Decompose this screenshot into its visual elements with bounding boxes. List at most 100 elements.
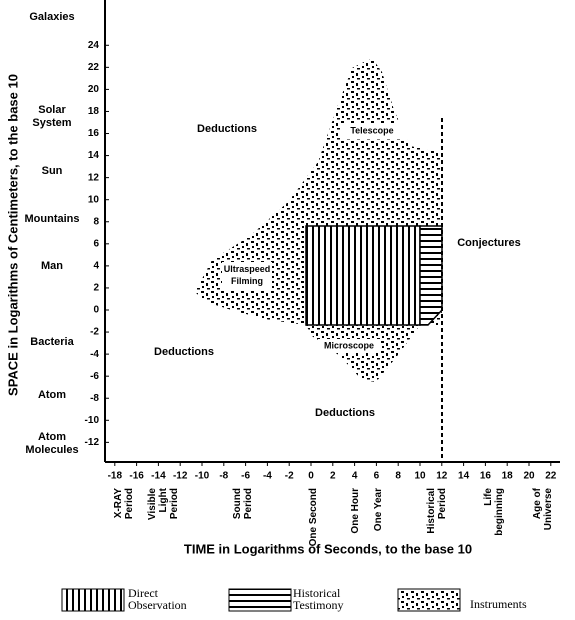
period-label: One Second — [308, 488, 319, 546]
y-tick-label: 2 — [93, 283, 99, 294]
y-tick-label: 0 — [93, 305, 99, 316]
region-label: Ultraspeed Filming — [224, 264, 271, 286]
scale-label: Galaxies — [29, 11, 74, 23]
text-line: One Year — [373, 488, 384, 531]
y-tick-label: -6 — [90, 371, 99, 382]
y-tick-label: 18 — [88, 106, 100, 117]
period-label: SoundPeriod — [232, 488, 254, 519]
period-label: One Hour — [350, 488, 361, 534]
text-line: Light — [158, 487, 169, 512]
x-tick-label: 2 — [330, 471, 336, 482]
region-label: Microscope — [324, 340, 374, 350]
text-line: Solar — [38, 104, 66, 116]
text-line: Galaxies — [29, 11, 74, 23]
x-tick-label: 12 — [436, 471, 448, 482]
y-tick-label: 12 — [88, 172, 100, 183]
text-line: Historical — [426, 488, 437, 534]
text-line: One Second — [308, 488, 319, 546]
scale-label: Atom Molecules — [25, 431, 78, 456]
text-line: Period — [243, 488, 254, 519]
x-tick-label: 10 — [414, 471, 426, 482]
scale-label: Mountains — [25, 213, 80, 225]
text-line: Period — [169, 488, 180, 519]
text-line: System — [32, 117, 71, 129]
scale-label: Atom — [38, 389, 66, 401]
legend-swatch — [228, 588, 292, 612]
text-line: One Hour — [350, 488, 361, 534]
text-line: Man — [41, 260, 63, 272]
y-tick-label: 8 — [93, 216, 99, 227]
x-tick-label: -10 — [195, 471, 210, 482]
text-line: Molecules — [25, 444, 78, 456]
y-tick-label: -12 — [85, 437, 100, 448]
text-line: Age of — [532, 487, 543, 519]
region-label: Deductions — [197, 123, 257, 135]
x-axis-label: TIME in Logarithms of Seconds, to the ba… — [184, 541, 472, 556]
instruments-region — [195, 58, 442, 382]
text-line: Historical — [293, 586, 341, 600]
text-line: Sound — [232, 488, 243, 519]
x-tick-label: -14 — [151, 471, 166, 482]
x-tick-label: 20 — [523, 471, 535, 482]
legend-label: Instruments — [470, 597, 527, 611]
y-tick-label: 14 — [88, 150, 100, 161]
y-tick-label: 4 — [93, 261, 99, 272]
text-line: beginning — [494, 488, 505, 536]
text-line: Observation — [128, 598, 187, 612]
label-bg — [318, 339, 380, 353]
x-tick-label: 16 — [480, 471, 492, 482]
legend-label: Direct Observation — [128, 586, 187, 612]
text-line: Period — [124, 488, 135, 519]
y-tick-label: 24 — [88, 40, 100, 51]
x-tick-label: 22 — [545, 471, 557, 482]
y-tick-label: -8 — [90, 393, 99, 404]
label-bg — [340, 123, 404, 139]
period-label: VisibleLightPeriod — [147, 487, 180, 520]
period-label: One Year — [373, 488, 384, 531]
period-label: Lifebeginning — [483, 488, 505, 536]
text-line: Ultraspeed — [224, 264, 271, 274]
text-line: Sun — [42, 165, 63, 177]
y-axis-label: SPACE in Logarithms of Centimeters, to t… — [5, 74, 20, 396]
scale-label: Bacteria — [30, 336, 74, 348]
x-tick-label: -18 — [108, 471, 123, 482]
y-tick-label: 20 — [88, 84, 100, 95]
legend-swatch — [397, 588, 461, 612]
text-line: Atom — [38, 431, 66, 443]
text-line: Universe — [543, 488, 554, 531]
text-line: Bacteria — [30, 336, 74, 348]
text-line: Direct — [128, 586, 159, 600]
text-line: Mountains — [25, 213, 80, 225]
direct-observation-region — [305, 225, 421, 326]
text-line: Testimony — [293, 598, 344, 612]
x-tick-label: -2 — [285, 471, 294, 482]
historical-testimony-region — [419, 225, 443, 326]
y-tick-label: -4 — [90, 349, 99, 360]
x-tick-label: 4 — [352, 471, 358, 482]
y-tick-label: -10 — [85, 415, 100, 426]
period-label: Age ofUniverse — [532, 487, 554, 530]
y-tick-label: 10 — [88, 194, 100, 205]
x-tick-label: -12 — [173, 471, 188, 482]
x-tick-label: -8 — [219, 471, 228, 482]
region-label: Telescope — [350, 125, 393, 135]
text-line: Filming — [231, 276, 263, 286]
x-tick-label: 8 — [395, 471, 401, 482]
region-label: Deductions — [154, 346, 214, 358]
label-bg — [222, 262, 272, 290]
period-label: HistoricalPeriod — [426, 488, 448, 534]
legend-label: Historical Testimony — [293, 586, 344, 612]
legend-swatch — [61, 588, 125, 612]
region-label: Conjectures — [457, 237, 521, 249]
x-tick-label: 18 — [502, 471, 514, 482]
x-tick-label: 14 — [458, 471, 470, 482]
x-tick-label: -4 — [263, 471, 272, 482]
x-tick-label: 6 — [374, 471, 380, 482]
x-tick-label: -6 — [241, 471, 250, 482]
x-tick-label: 0 — [308, 471, 314, 482]
scale-label: Man — [41, 260, 63, 272]
region-label: Deductions — [315, 407, 375, 419]
text-line: Life — [483, 488, 494, 506]
